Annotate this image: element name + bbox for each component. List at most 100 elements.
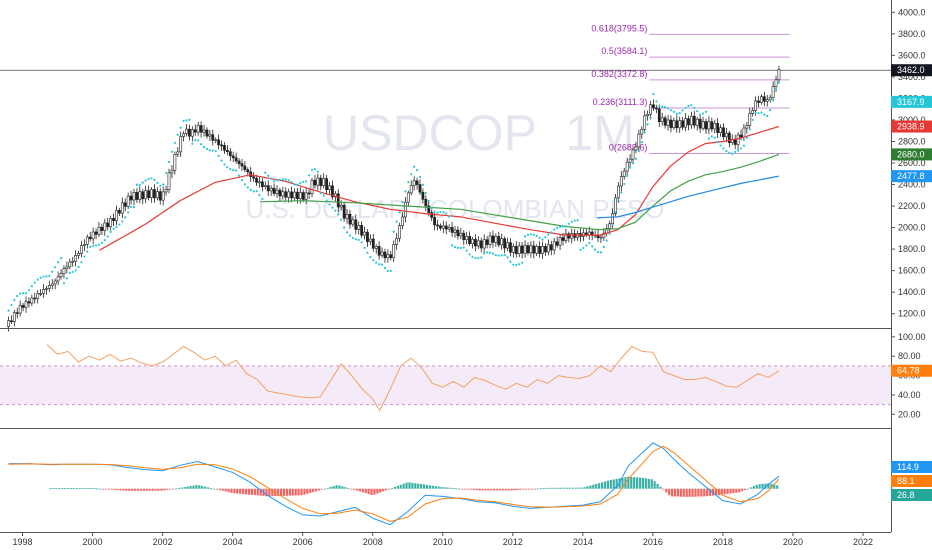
candle-body <box>479 240 483 249</box>
macd-histogram-bar <box>443 487 446 489</box>
candle-body <box>631 149 635 160</box>
time-tick-label: 2016 <box>643 537 663 547</box>
candle-body <box>681 120 685 128</box>
price-tick-label: 2000.0 <box>898 223 926 233</box>
candle-body <box>509 242 512 253</box>
sar-dot <box>558 225 562 228</box>
sar-dot <box>678 111 681 115</box>
sar-dot <box>696 109 699 113</box>
candle-body <box>59 273 63 278</box>
candle-body <box>158 191 162 201</box>
sar-dot <box>372 259 375 262</box>
candle-body <box>234 157 238 162</box>
sar-dot <box>500 254 503 257</box>
candle-body <box>47 285 51 289</box>
macd-histogram-bar <box>209 488 213 489</box>
macd-histogram-bar <box>361 488 364 493</box>
candle-body <box>202 129 206 133</box>
macd-histogram-bar <box>746 488 750 490</box>
candle-body <box>716 123 720 133</box>
candle-body <box>412 180 416 186</box>
macd-histogram-bar <box>644 478 647 489</box>
macd-histogram-bar <box>242 488 245 495</box>
candle-body <box>535 246 539 254</box>
sar-dot <box>94 244 98 247</box>
candle-body <box>602 232 606 238</box>
sar-dot <box>769 109 772 112</box>
macd-histogram-bar <box>256 488 259 496</box>
macd-histogram-bar <box>630 476 633 489</box>
macd-histogram-bar <box>510 488 513 491</box>
macd-histogram-bar <box>528 488 531 490</box>
candle-body <box>193 129 197 133</box>
candle-body <box>757 100 760 103</box>
candle-body <box>736 134 740 145</box>
macd-histogram-bar <box>107 488 110 490</box>
sar-dot <box>255 189 258 193</box>
macd-histogram-bar <box>367 488 370 495</box>
sar-dot <box>366 251 369 254</box>
macd-histogram-bar <box>758 484 761 489</box>
sar-dot <box>661 105 664 108</box>
macd-histogram-bar <box>703 488 706 497</box>
candle-body <box>176 151 180 155</box>
macd-histogram-bar <box>498 488 502 491</box>
candle-body <box>360 225 364 236</box>
macd-histogram-bar <box>279 488 283 496</box>
macd-histogram-bar <box>522 488 525 490</box>
candle-body <box>331 185 334 198</box>
candle-body <box>260 181 264 188</box>
macd-histogram-bar <box>636 477 639 489</box>
macd-histogram-bar <box>317 488 321 491</box>
sar-dot <box>669 109 673 112</box>
macd-histogram-bar <box>387 488 391 490</box>
macd-histogram-bar <box>303 488 306 495</box>
sar-dot <box>553 228 556 231</box>
macd-histogram-bar <box>525 488 528 490</box>
price-tick-label: 2400.0 <box>898 180 926 190</box>
sar-dot <box>170 150 174 153</box>
candle-body <box>643 115 647 130</box>
sar-dot <box>497 254 500 257</box>
candle-body <box>147 190 150 198</box>
sar-dot <box>310 168 314 171</box>
sar-dot <box>462 246 465 249</box>
candle-body <box>637 133 641 148</box>
sar-dot <box>620 191 623 194</box>
sar-dot <box>316 170 319 173</box>
candle-body <box>570 233 574 239</box>
candle-body <box>684 118 687 128</box>
macd-histogram-bar <box>516 488 519 491</box>
sar-dot <box>532 233 535 236</box>
fib-level-label: 0(2688.6) <box>609 142 648 152</box>
candle-body <box>713 123 717 130</box>
candle-body <box>7 320 10 327</box>
candle-body <box>398 225 401 239</box>
candle-body <box>231 155 235 159</box>
candle-body <box>301 192 305 200</box>
candle-body <box>80 245 83 254</box>
candle-body <box>278 189 282 197</box>
macd-histogram-bar <box>434 486 437 489</box>
candle-body <box>281 191 285 197</box>
macd-histogram-bar <box>113 488 116 490</box>
candle-body <box>494 236 498 243</box>
candle-body <box>619 176 623 187</box>
macd-histogram-bar <box>390 488 394 489</box>
sar-dot <box>582 246 585 250</box>
sar-dot <box>258 193 261 197</box>
macd-histogram-bar <box>519 488 522 490</box>
sar-dot <box>13 298 16 302</box>
sar-dot <box>389 269 392 272</box>
sar-dot <box>605 239 608 242</box>
candle-body <box>243 165 247 171</box>
candle-body <box>21 305 25 308</box>
sar-dot <box>205 147 209 151</box>
macd-histogram-bar <box>347 488 350 489</box>
moving-average-line <box>596 175 780 219</box>
macd-histogram-bar <box>306 488 309 494</box>
time-tick-label: 2006 <box>293 537 313 547</box>
candle-body <box>94 231 98 235</box>
macd-histogram-bar <box>472 488 475 490</box>
candle-body <box>447 227 451 230</box>
